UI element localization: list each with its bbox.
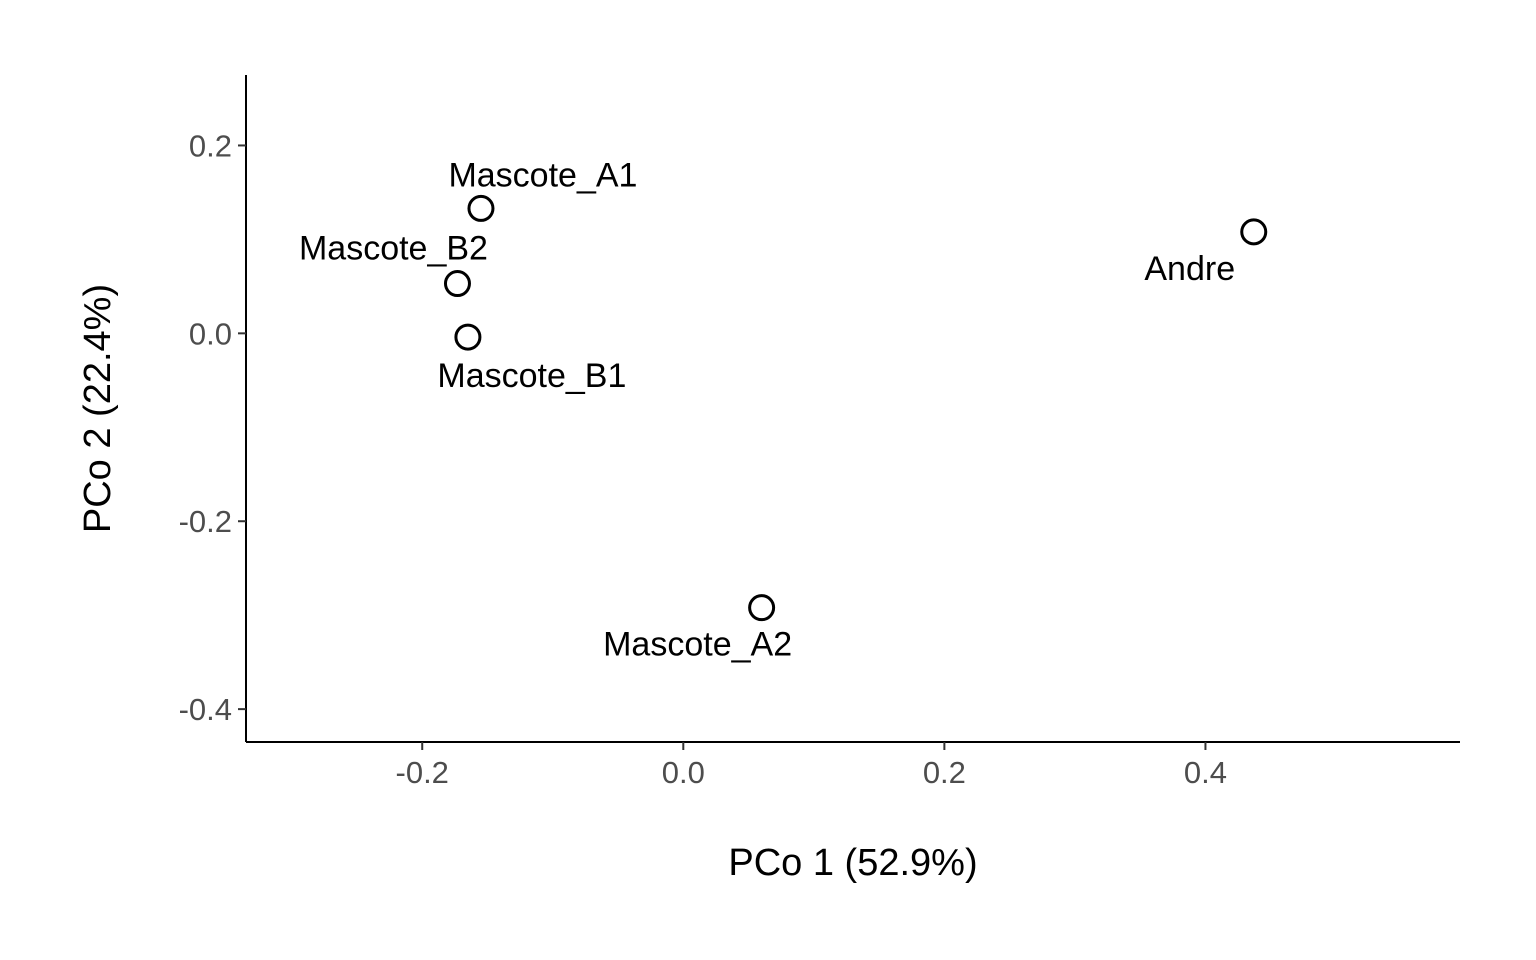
data-point: [443, 270, 471, 298]
y-axis-title: PCo 2 (22.4%): [77, 284, 119, 533]
data-point: [454, 323, 482, 351]
x-tick-label: 0.4: [1184, 755, 1227, 790]
data-point: [748, 594, 776, 622]
data-point: [1240, 218, 1268, 246]
axes: [245, 75, 1460, 743]
x-ticks: -0.2 0.0 0.2 0.4: [396, 742, 1227, 790]
y-tick-label: -0.2: [179, 504, 232, 539]
x-axis-title: PCo 1 (52.9%): [728, 842, 977, 884]
y-tick-label: 0.0: [189, 316, 232, 351]
y-tick-label: 0.2: [189, 128, 232, 163]
point-label: Andre: [1144, 250, 1235, 288]
y-ticks: -0.4 -0.2 0.0 0.2: [179, 128, 246, 727]
data-point: [467, 194, 495, 222]
points: [443, 194, 1268, 622]
point-label: Mascote_B1: [437, 357, 626, 395]
x-tick-label: 0.2: [923, 755, 966, 790]
point-label: Mascote_A1: [448, 156, 637, 194]
y-tick-label: -0.4: [179, 692, 232, 727]
x-tick-label: -0.2: [396, 755, 449, 790]
point-label: Mascote_B2: [299, 230, 488, 268]
point-labels: Mascote_A1 Mascote_B2 Mascote_B1 Andre Masco…: [299, 156, 1235, 663]
x-tick-label: 0.0: [662, 755, 705, 790]
point-label: Mascote_A2: [603, 626, 792, 664]
